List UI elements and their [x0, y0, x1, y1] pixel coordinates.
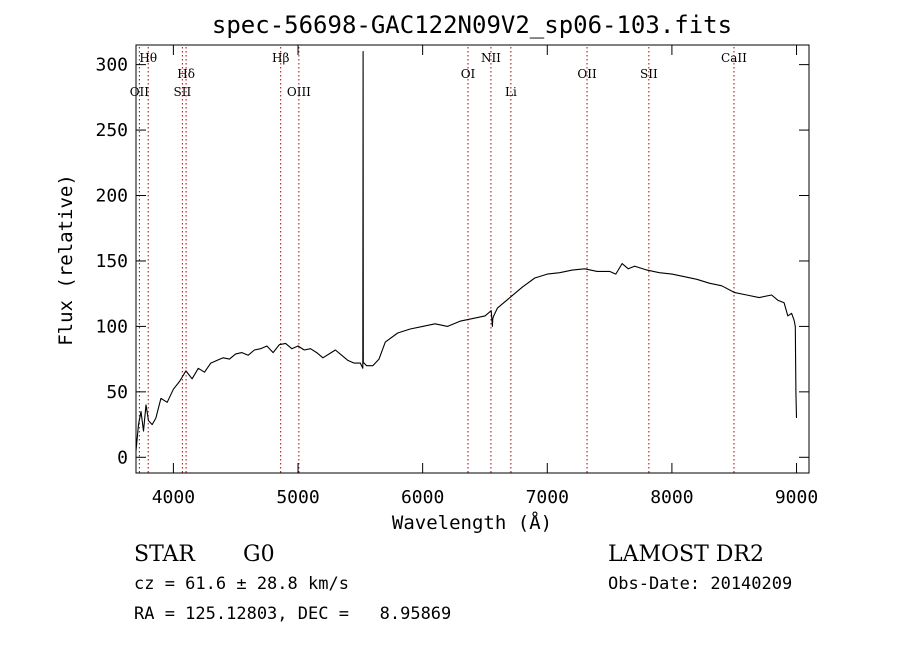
- line-marker-label: CaII: [721, 51, 747, 65]
- ra-dec: RA = 125.12803, DEC = 8.95869: [134, 604, 451, 624]
- object-subclass: G0: [243, 542, 275, 567]
- x-tick-label: 5000: [276, 487, 319, 508]
- line-marker-label: OII: [130, 85, 150, 99]
- x-tick-label: 8000: [650, 487, 693, 508]
- line-marker-label: Hθ: [139, 51, 157, 65]
- x-tick-label: 9000: [775, 487, 818, 508]
- y-tick-label: 0: [117, 447, 128, 468]
- spectral-line-markers: Hθ OII Hδ SII Hβ OIII OI NII Li OII SII CaII: [130, 47, 747, 473]
- y-tick-label: 100: [95, 316, 128, 337]
- plot-frame: [135, 44, 810, 474]
- redshift-cz: cz = 61.6 ± 28.8 km/s: [134, 574, 349, 594]
- line-marker-label: Hδ: [177, 67, 195, 81]
- y-axis: 0 50 100 150 200 250 300: [95, 55, 809, 468]
- line-marker-label: OII: [577, 67, 597, 81]
- x-tick-label: 7000: [526, 487, 569, 508]
- line-marker-label: NII: [481, 51, 501, 65]
- chart-title: spec-56698-GAC122N09V2_sp06-103.fits: [212, 11, 732, 39]
- y-tick-label: 250: [95, 120, 128, 141]
- x-tick-label: 6000: [401, 487, 444, 508]
- line-marker-label: OIII: [287, 85, 311, 99]
- line-marker-label: SII: [174, 85, 192, 99]
- y-tick-label: 150: [95, 251, 128, 272]
- line-marker-label: OI: [461, 67, 476, 81]
- y-tick-label: 200: [95, 186, 128, 207]
- line-marker-label: SII: [640, 67, 658, 81]
- line-marker-label: Li: [505, 85, 517, 99]
- y-tick-label: 300: [95, 55, 128, 76]
- observation-date: Obs-Date: 20140209: [608, 574, 792, 594]
- line-marker-label: Hβ: [272, 51, 289, 65]
- y-axis-label: Flux (relative): [55, 174, 77, 346]
- object-class: STAR: [134, 542, 196, 567]
- spectrum-line: [135, 50, 798, 451]
- x-tick-label: 4000: [152, 487, 195, 508]
- x-axis: 4000 5000 6000 7000 8000 9000: [152, 45, 818, 508]
- x-axis-label: Wavelength (Å): [392, 511, 552, 534]
- y-tick-label: 50: [106, 382, 128, 403]
- survey-name: LAMOST DR2: [608, 542, 764, 567]
